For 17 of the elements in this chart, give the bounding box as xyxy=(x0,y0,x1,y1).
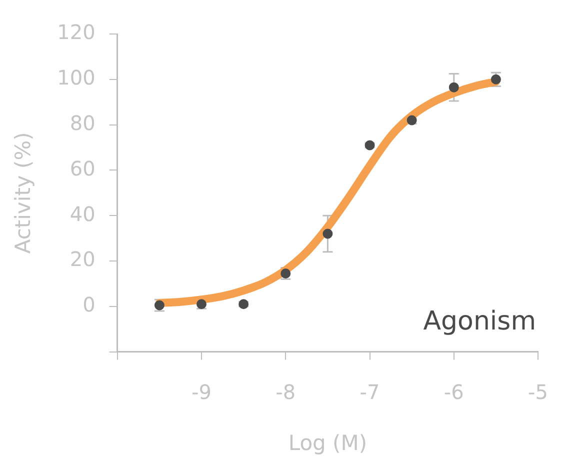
x-tick-label: -5 xyxy=(528,380,548,404)
y-tick-label: 100 xyxy=(57,66,96,90)
y-tick-label: 120 xyxy=(57,20,96,44)
y-tick-label: 0 xyxy=(82,292,96,317)
y-tick-label: 40 xyxy=(70,202,96,226)
y-tick-label: 20 xyxy=(70,247,96,272)
x-tick-label: -8 xyxy=(276,380,296,404)
point xyxy=(448,82,459,92)
y-tick-label: 80 xyxy=(70,111,96,136)
x-tick-label: -9 xyxy=(192,380,212,404)
x-tick-label: -7 xyxy=(360,380,380,404)
y-tick-label: 60 xyxy=(70,156,96,180)
x-axis-title: Log (M) xyxy=(288,430,368,455)
x-tick-label: -6 xyxy=(444,380,464,404)
annotation: Agonism xyxy=(423,306,536,337)
point xyxy=(322,228,333,239)
y-axis-title: Activity (%) xyxy=(11,132,36,254)
